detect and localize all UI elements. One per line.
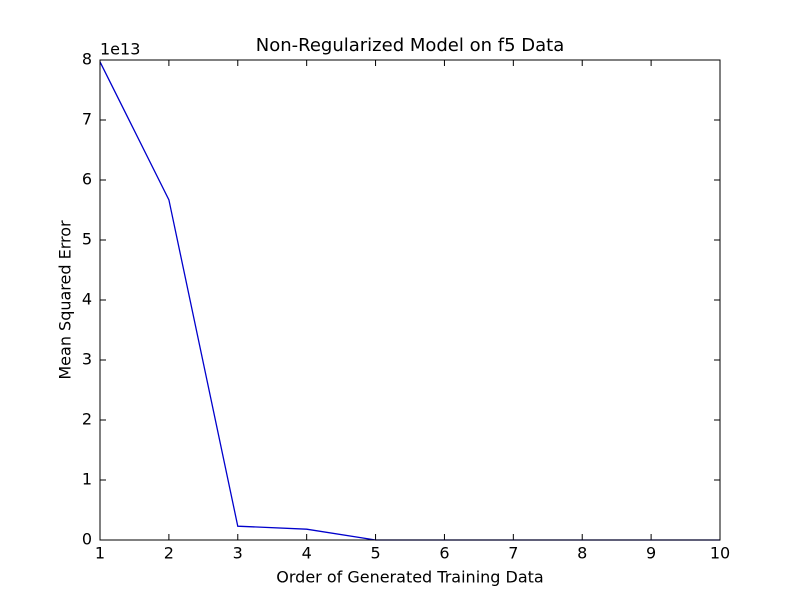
y-tick-label: 8 [82, 50, 92, 69]
y-tick-label: 6 [82, 170, 92, 189]
x-tick-label: 6 [439, 544, 449, 563]
x-tick-label: 3 [233, 544, 243, 563]
x-tick-label: 8 [577, 544, 587, 563]
y-offset-label: 1e13 [100, 40, 140, 59]
y-tick-label: 2 [82, 410, 92, 429]
y-tick-label: 0 [82, 530, 92, 549]
x-tick-label: 9 [646, 544, 656, 563]
y-tick-label: 3 [82, 350, 92, 369]
x-tick-label: 1 [95, 544, 105, 563]
y-tick-label: 1 [82, 470, 92, 489]
x-tick-label: 10 [710, 544, 730, 563]
y-tick-label: 4 [82, 290, 92, 309]
plot-frame [99, 59, 721, 541]
y-tick-label: 7 [82, 110, 92, 129]
chart-title: Non-Regularized Model on f5 Data [256, 35, 565, 56]
x-tick-label: 4 [302, 544, 312, 563]
x-axis-label: Order of Generated Training Data [276, 568, 543, 587]
x-tick-label: 5 [370, 544, 380, 563]
y-tick-label: 5 [82, 230, 92, 249]
y-axis-label: Mean Squared Error [56, 220, 75, 380]
x-tick-label: 2 [164, 544, 174, 563]
x-tick-label: 7 [508, 544, 518, 563]
